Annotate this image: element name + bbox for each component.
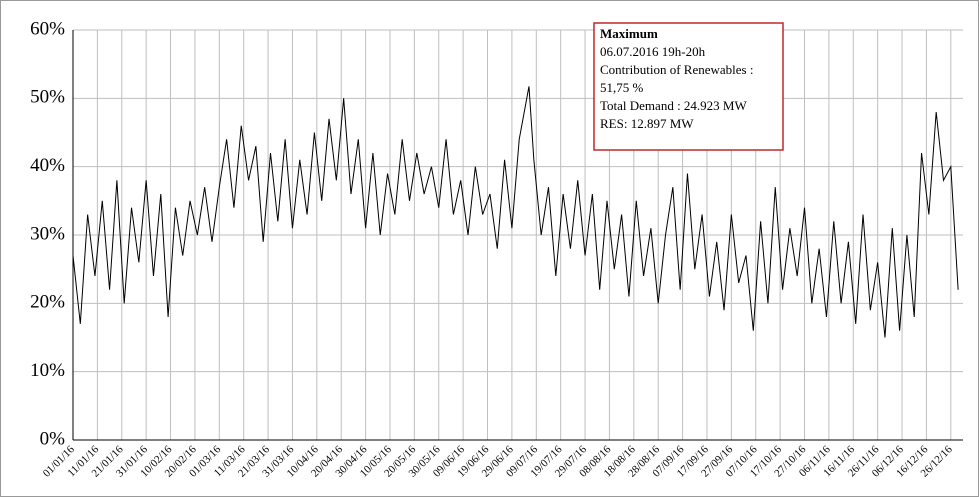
y-tick-label: 10% [30,360,65,381]
plot [72,86,959,338]
y-tick-label: 50% [30,87,65,108]
y-tick-label: 40% [30,155,65,176]
annotation-line: Contribution of Renewables : [600,62,753,77]
annotation-line: Total Demand : 24.923 MW [600,98,747,113]
annotation-line: RES: 12.897 MW [600,116,694,131]
y-tick-label: 20% [30,292,65,313]
annotation: Maximum 06.07.2016 19h-20h Contribution … [593,22,784,151]
y-tick-label: 0% [40,428,66,449]
data-line [72,86,959,338]
y-tick-label: 60% [30,18,65,39]
annotation-box [593,22,784,151]
annotation-line: 06.07.2016 19h-20h [600,44,706,59]
annotation-line: 51,75 % [600,80,644,95]
annotation-title: Maximum [600,26,658,41]
y-tick-label: 30% [30,223,65,244]
